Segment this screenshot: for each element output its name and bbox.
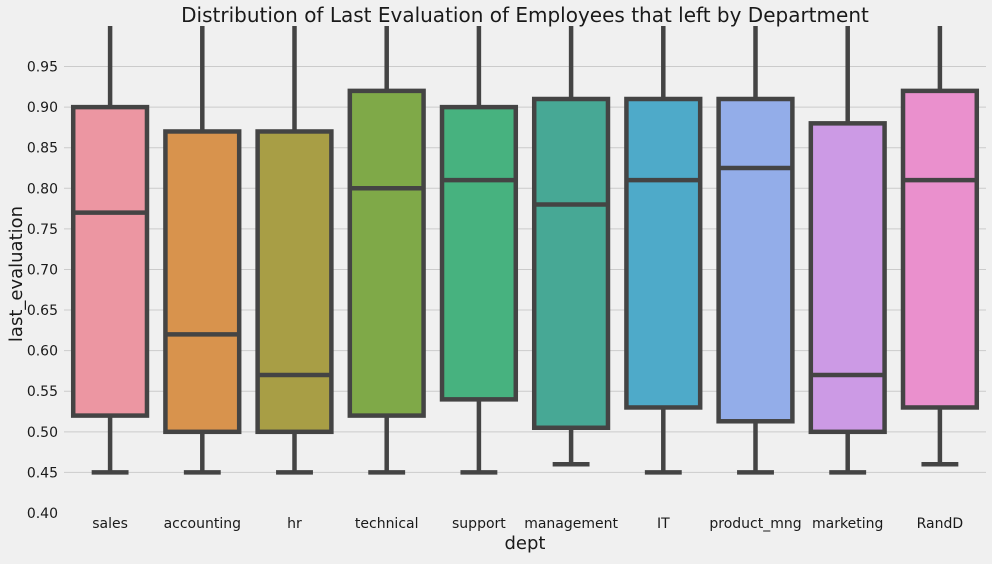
iqr-box <box>531 96 611 431</box>
chart-title: Distribution of Last Evaluation of Emplo… <box>181 3 869 27</box>
x-tick-label: support <box>452 516 506 532</box>
y-tick-label: 0.55 <box>27 384 58 400</box>
y-tick-label: 0.85 <box>27 141 58 157</box>
x-tick-labels: sales accounting hr technical support managem… <box>92 516 963 532</box>
iqr-box <box>255 129 334 435</box>
box-product_mng <box>716 25 795 475</box>
iqr-box <box>624 96 703 410</box>
x-axis-label: dept <box>505 533 546 554</box>
box-support <box>439 25 519 475</box>
y-axis-label: last_evaluation <box>6 206 27 342</box>
y-tick-label: 0.80 <box>27 181 58 197</box>
box-RandD <box>900 25 980 467</box>
box-marketing <box>808 25 887 475</box>
iqr-box <box>808 121 887 435</box>
y-tick-label: 0.90 <box>27 100 58 116</box>
x-tick-label: sales <box>92 516 128 532</box>
iqr-box <box>347 88 426 418</box>
y-tick-labels: 0.40 0.45 0.50 0.55 0.60 0.65 0.70 0.75 0.80 0.85… <box>27 60 58 522</box>
x-tick-label: hr <box>287 516 302 532</box>
iqr-box <box>163 129 242 435</box>
x-tick-label: IT <box>657 516 670 532</box>
x-tick-label: management <box>524 516 618 532</box>
x-tick-label: technical <box>355 516 419 532</box>
y-tick-label: 0.75 <box>27 222 58 238</box>
x-tick-label: RandD <box>917 516 964 532</box>
y-tick-label: 0.65 <box>27 303 58 319</box>
iqr-box <box>70 104 150 418</box>
box-sales <box>70 25 150 475</box>
iqr-box <box>716 96 795 424</box>
x-tick-label: product_mng <box>709 516 801 532</box>
x-tick-label: marketing <box>812 516 883 532</box>
box-technical <box>347 25 426 475</box>
box-accounting <box>163 25 242 475</box>
x-tick-label: accounting <box>164 516 241 532</box>
y-tick-label: 0.50 <box>27 425 58 441</box>
y-tick-label: 0.70 <box>27 262 58 278</box>
iqr-box <box>439 104 519 402</box>
y-tick-label: 0.45 <box>27 465 58 481</box>
iqr-box <box>900 88 980 410</box>
y-tick-label: 0.40 <box>27 506 58 522</box>
y-tick-label: 0.95 <box>27 60 58 76</box>
boxes <box>70 25 980 475</box>
box-management <box>531 25 611 467</box>
box-hr <box>255 25 334 475</box>
box-IT <box>624 25 703 475</box>
y-tick-label: 0.60 <box>27 344 58 360</box>
